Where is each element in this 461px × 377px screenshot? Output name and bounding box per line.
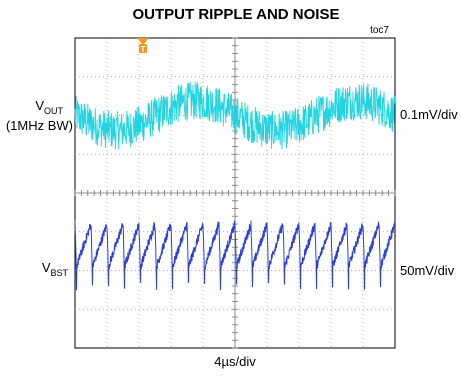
vbst-scale-label: 50mV/div [400, 263, 455, 278]
svg-text:T: T [141, 45, 146, 54]
trigger-marker-icon: T [137, 38, 149, 54]
x-axis-label: 4µs/div [214, 354, 256, 369]
figure-id: toc7 [370, 25, 389, 36]
vbst-label: VBST [42, 260, 69, 278]
plot-traces [74, 81, 396, 291]
chart-title: OUTPUT RIPPLE AND NOISE [133, 6, 340, 23]
vout-trace [74, 81, 396, 150]
vbst-trace [74, 219, 396, 291]
vout-label: VOUT [35, 98, 63, 116]
plot-grid [74, 37, 396, 349]
vout-bandwidth-label: (1MHz BW) [6, 118, 73, 133]
vout-scale-label: 0.1mV/div [400, 107, 458, 122]
